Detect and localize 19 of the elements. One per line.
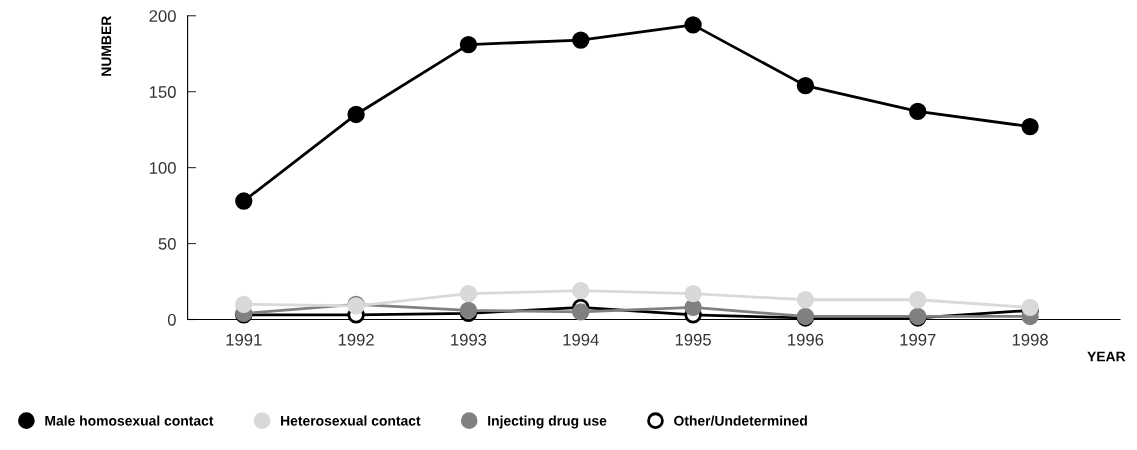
legend-label: Male homosexual contact — [45, 415, 214, 426]
legend-label: Other/Undetermined — [674, 415, 807, 426]
x-tick-label: 1994 — [563, 333, 599, 346]
x-tick-label: 1991 — [226, 333, 262, 346]
x-tick-label: 1997 — [900, 333, 936, 346]
y-tick-label: 0 — [167, 313, 176, 326]
x-axis-title: YEAR — [1087, 351, 1126, 362]
y-tick-label: 100 — [149, 162, 176, 174]
x-tick-label: 1995 — [675, 333, 711, 346]
y-tick-label: 200 — [149, 10, 176, 22]
legend-label: Heterosexual contact — [281, 415, 421, 426]
legend-label: Injecting drug use — [488, 415, 607, 429]
x-tick-label: 1993 — [451, 333, 487, 346]
x-tick-label: 1998 — [1012, 333, 1048, 346]
y-tick-label: 50 — [158, 237, 176, 250]
x-tick-label: 1996 — [788, 333, 824, 346]
y-tick-label: 150 — [149, 86, 176, 98]
x-tick-label: 1992 — [338, 333, 374, 346]
y-axis-title: NUMBER — [101, 16, 112, 76]
